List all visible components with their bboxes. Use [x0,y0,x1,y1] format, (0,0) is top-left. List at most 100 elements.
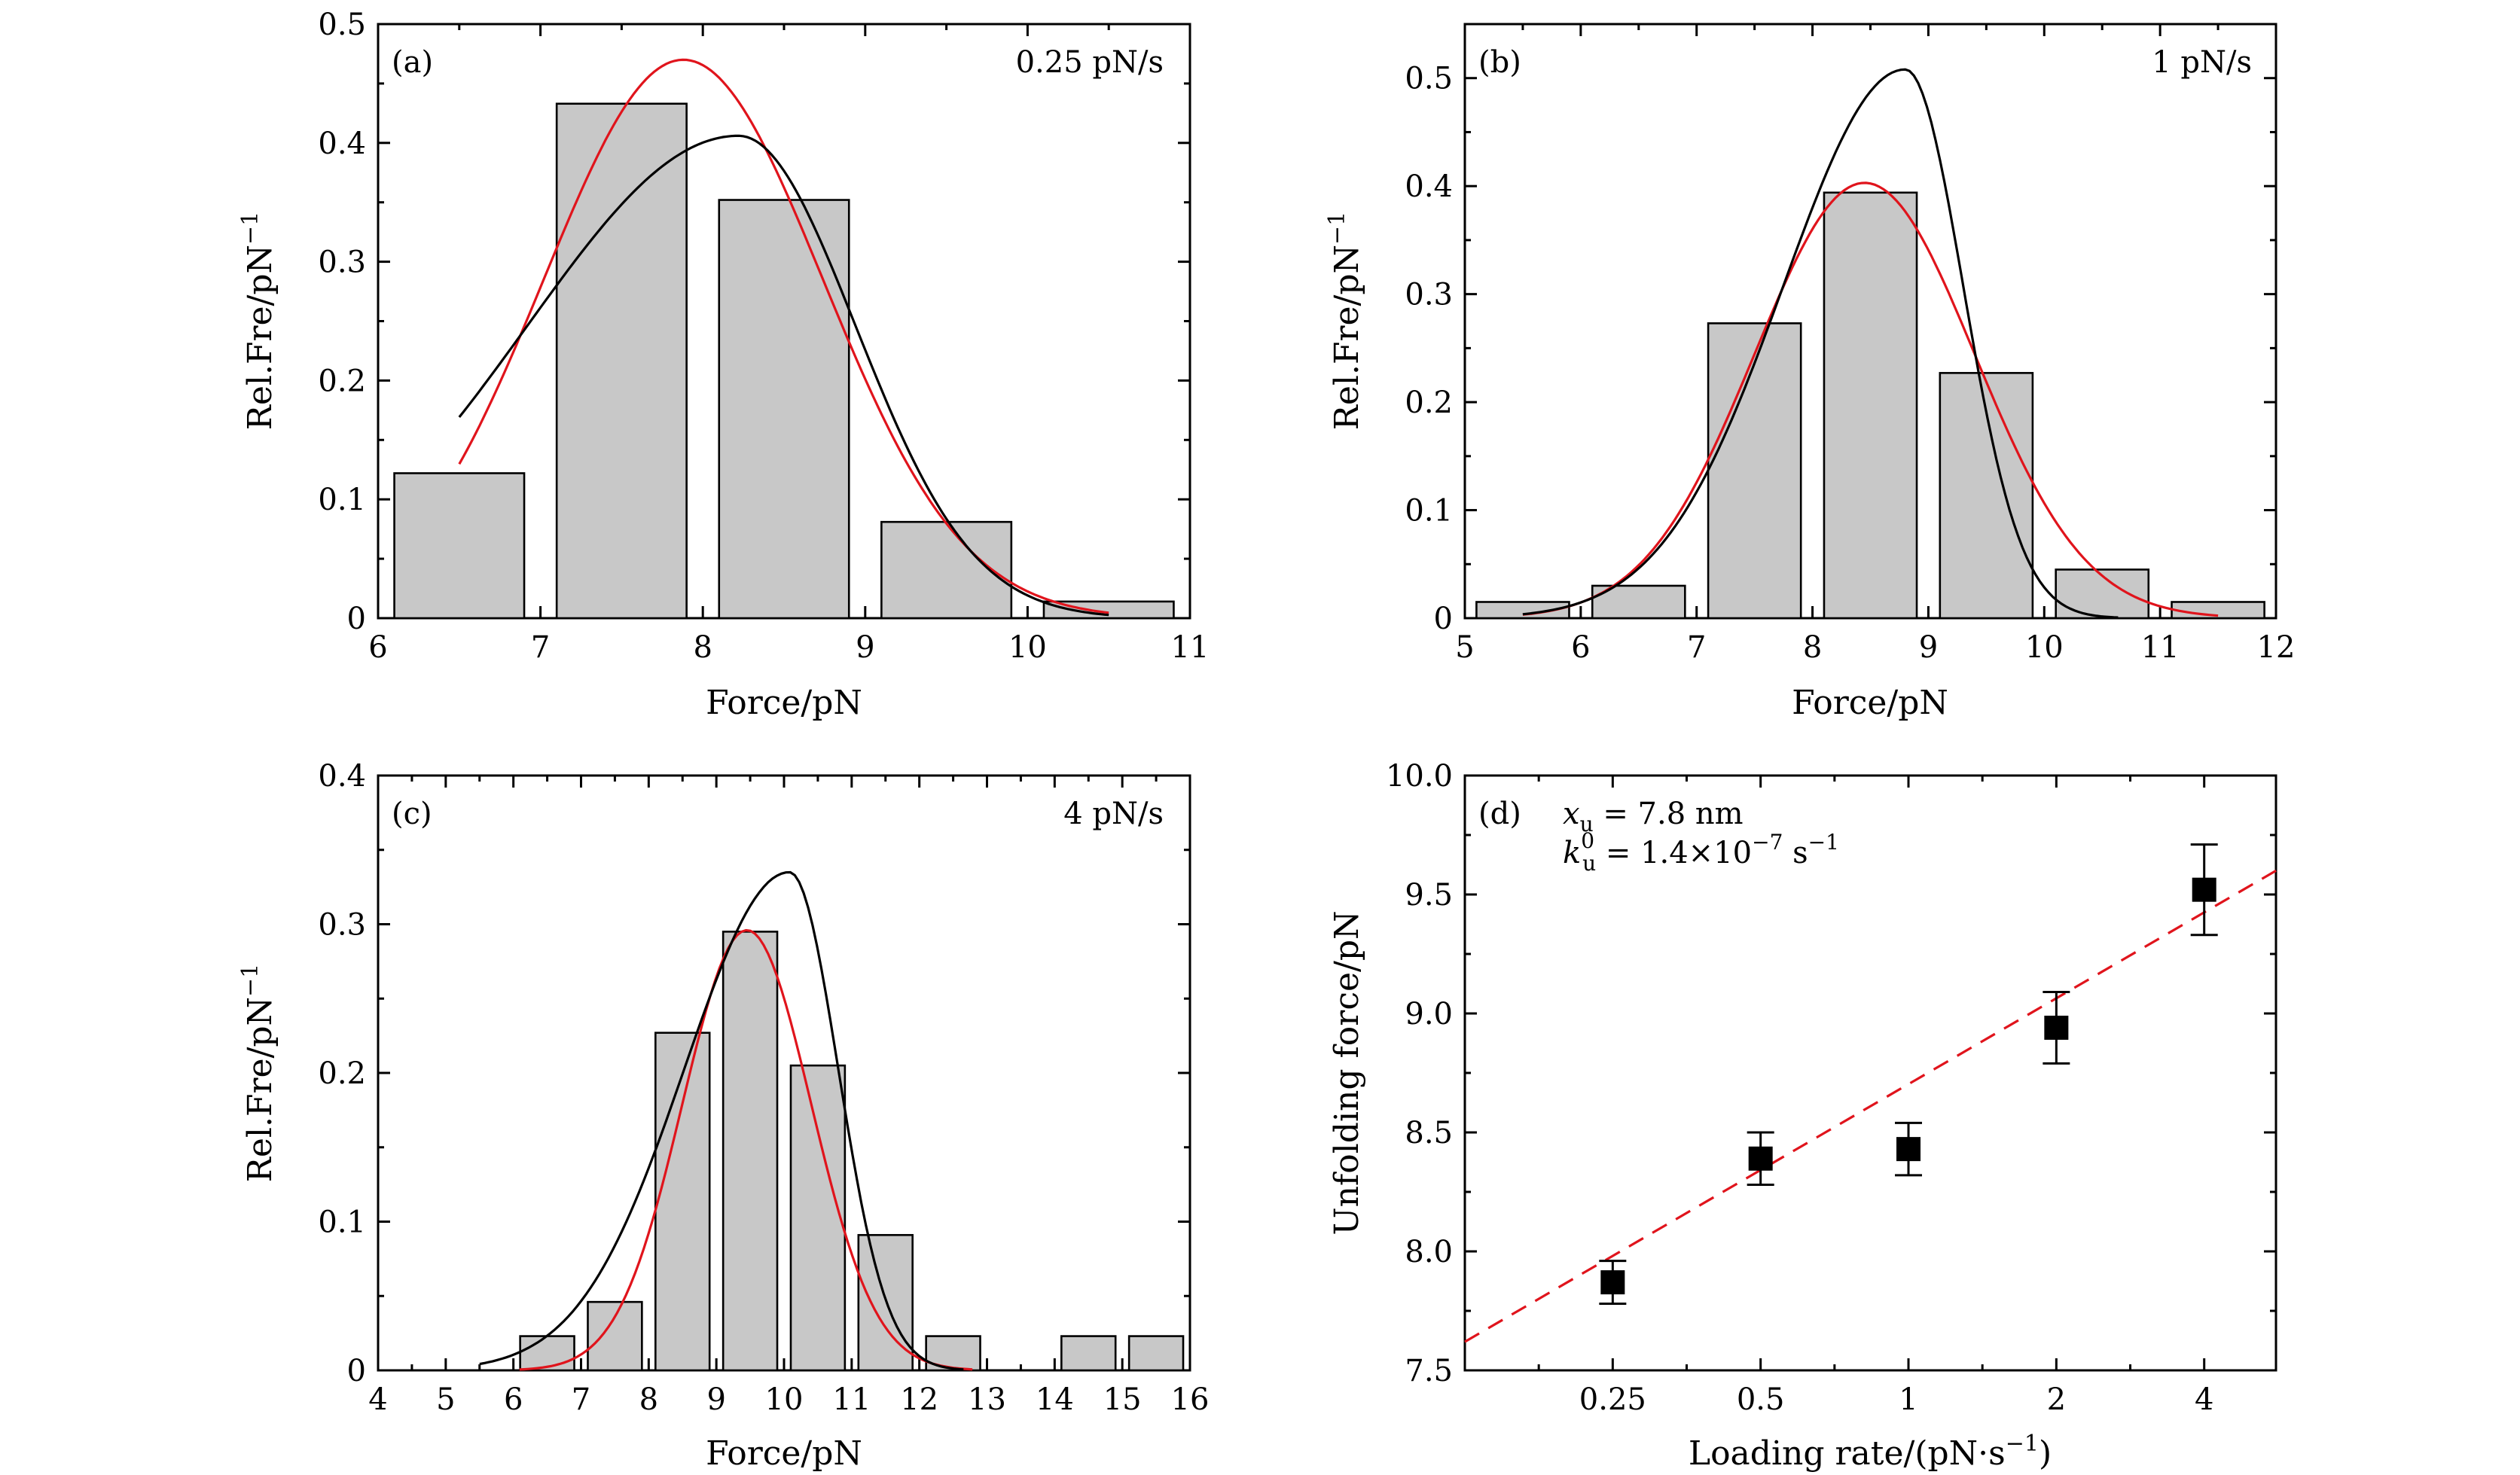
panel-b-black-fit-curve [1522,68,2119,619]
x-tick-label: 5 [1455,630,1474,665]
panel-d-linear-fit-line [1464,870,2277,1343]
x-tick-label: 11 [2141,630,2180,665]
data-point-marker [1748,1146,1773,1171]
y-tick-label: 0.3 [318,245,366,280]
data-point-marker [1600,1270,1625,1295]
panel-a-x-axis-title: Force/pN [706,684,862,722]
x-tick-label: 4 [368,1382,387,1417]
y-tick-label: 9.0 [1405,997,1453,1032]
histogram-bar [519,1335,575,1372]
histogram-bar [1060,1335,1117,1372]
x-tick-label: 11 [832,1382,871,1417]
x-tick-label: 10 [2025,630,2064,665]
panel-a-black-fit-curve [458,134,1109,617]
data-point-marker [2044,1015,2069,1040]
panel-a-y-ticks: 0 0.1 0.2 0.3 0.4 0.5 [318,8,1190,636]
x-tick-label: 15 [1103,1382,1142,1417]
histogram-bar [555,102,688,620]
y-tick-label: 0.2 [318,1056,366,1091]
data-point-marker [1896,1137,1921,1162]
panel-c-y-axis-title: Rel.Fre/pN−1 [237,964,279,1183]
x-tick-label: 6 [368,630,387,665]
panel-a-bars [393,102,1175,620]
panel-c-tag: (c) [392,797,432,831]
x-tick-label: 1 [1899,1382,1917,1417]
x-tick-label: 0.25 [1579,1382,1646,1417]
y-tick-label: 0.2 [318,364,366,398]
x-tick-label: 7 [531,630,550,665]
histogram-bar [1823,191,1918,620]
histogram-bar [2055,568,2150,620]
panel-c-red-fit-curve [519,928,973,1371]
panel-c-black-fit-curve [479,870,964,1371]
x-tick-label: 12 [900,1382,938,1417]
y-tick-label: 9.5 [1405,878,1453,913]
x-tick-label: 5 [436,1382,455,1417]
panel-d-data-points [1599,843,2218,1306]
x-tick-label: 9 [1919,630,1938,665]
panel-c-x-ticks: 4 5 6 7 8 9 10 11 12 13 14 15 16 [368,776,1209,1417]
y-tick-label: 0.1 [1405,494,1453,529]
panel-d-x-axis-title: Loading rate/(pN·s−1) [1689,1431,2052,1473]
y-tick-label: 7.5 [1405,1354,1453,1388]
histogram-bar [1475,601,1570,620]
histogram-bar [1707,322,1802,620]
x-tick-label: 10 [1008,630,1047,665]
y-tick-label: 10.0 [1386,759,1453,794]
x-tick-label: 0.5 [1737,1382,1785,1417]
panel-d-xu-annotation: xu = 7.8 nm [1563,797,1744,837]
panel-c-bars [519,931,1185,1372]
panel-a-red-fit-curve [458,58,1109,614]
x-tick-label: 9 [706,1382,725,1417]
x-tick-label: 2 [2047,1382,2066,1417]
panel-a-tag: (a) [392,45,433,80]
x-tick-label: 9 [856,630,874,665]
y-tick-label: 0 [347,1354,366,1388]
panel-b-y-axis-title: Rel.Fre/pN−1 [1324,212,1366,431]
y-tick-label: 0.3 [318,908,366,943]
panel-d-y-axis-title: Unfolding force/pN [1328,911,1366,1236]
y-tick-label: 8.5 [1405,1116,1453,1150]
x-tick-label: 7 [572,1382,590,1417]
histogram-bar [587,1300,643,1372]
y-tick-label: 0.5 [318,8,366,42]
panel-d-x-ticks: 0.25 0.5 1 2 4 [1537,776,2213,1417]
panel-b-bars [1475,191,2265,620]
histogram-bar [654,1032,711,1372]
x-tick-label: 6 [504,1382,523,1417]
x-tick-label: 12 [2257,630,2296,665]
x-tick-label: 7 [1687,630,1706,665]
panel-d-tag: (d) [1478,797,1521,831]
panel-b-x-axis-title: Force/pN [1792,684,1948,722]
x-tick-label: 8 [693,630,712,665]
y-tick-label: 0 [347,602,366,636]
x-tick-label: 6 [1571,630,1590,665]
x-tick-label: 11 [1171,630,1210,665]
histogram-bar [1127,1335,1185,1372]
y-tick-label: 0.4 [318,759,366,794]
y-tick-label: 0.1 [318,1205,366,1240]
panel-d: 0.25 0.5 1 2 4 7.5 8.0 8.5 9.0 9.5 10.0 (d) xu = … [1328,759,2277,1473]
histogram-bar [393,472,526,620]
panel-d-y-ticks: 7.5 8.0 8.5 9.0 9.5 10.0 [1386,759,2276,1388]
x-tick-label: 10 [765,1382,804,1417]
x-tick-label: 8 [1803,630,1822,665]
histogram-bar [722,931,779,1372]
panel-b-loading-rate-annotation: 1 pN/s [2152,45,2252,80]
panel-b: 5 6 7 8 9 10 11 12 00.10.20.30.40.5 (b) 1 pN/s … [1324,23,2296,722]
y-tick-label: 0.4 [1405,169,1453,204]
y-tick-label: 0 [1434,602,1453,636]
y-tick-label: 0.1 [318,483,366,517]
panel-a-loading-rate-annotation: 0.25 pN/s [1016,45,1164,80]
x-tick-label: 14 [1036,1382,1074,1417]
histogram-bar [1042,600,1175,620]
panel-a-y-axis-title: Rel.Fre/pN−1 [237,212,279,431]
x-tick-label: 16 [1171,1382,1210,1417]
panel-c: 4 5 6 7 8 9 10 11 12 13 14 15 16 0 0.1 0.2 0.3 0.4 (c) 4… [237,759,1209,1473]
panel-c-x-axis-title: Force/pN [706,1434,862,1473]
panel-c-y-ticks: 0 0.1 0.2 0.3 0.4 [318,759,1190,1388]
panel-c-frame [377,774,1191,1372]
x-tick-label: 8 [639,1382,658,1417]
x-tick-label: 13 [968,1382,1006,1417]
